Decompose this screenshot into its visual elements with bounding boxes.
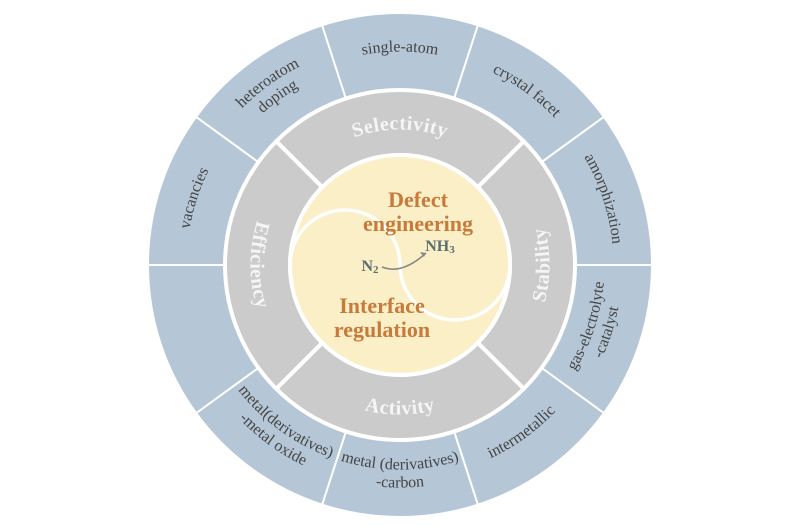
diagram-stage: vacanciesheteroatomdopingsingle-atomcrys… — [0, 0, 800, 530]
center-top-line: engineering — [363, 211, 473, 236]
outer-segment-2 — [322, 13, 478, 99]
outer-segment-7 — [322, 431, 478, 517]
outer-label: -carbon — [375, 473, 425, 491]
center-top-line: Defect — [388, 187, 449, 212]
center-bottom-line: regulation — [334, 317, 430, 342]
middle-label: Activity — [363, 394, 436, 420]
center-bottom-line: Interface — [339, 293, 425, 318]
radial-diagram-svg: vacanciesheteroatomdopingsingle-atomcrys… — [0, 0, 800, 530]
